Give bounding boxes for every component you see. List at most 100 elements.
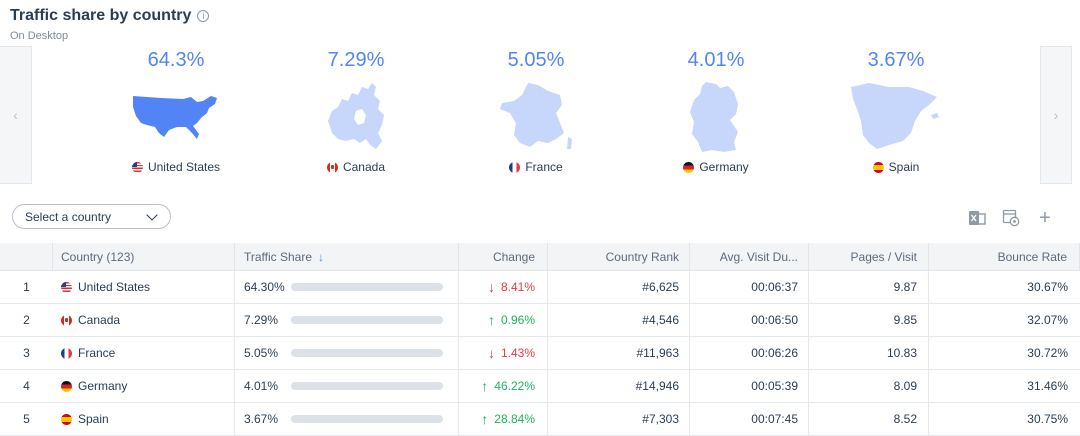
country-card-share: 3.67% (867, 49, 925, 71)
sort-desc-icon: ↓ (318, 249, 325, 264)
carousel-next-button[interactable]: › (1040, 46, 1072, 184)
row-traffic-share: 4.01% (235, 370, 459, 402)
row-index: 1 (23, 280, 30, 294)
row-traffic-share: 64.30% (235, 271, 459, 303)
row-country-rank: #6,625 (548, 271, 690, 303)
row-change-text: 0.96% (500, 313, 535, 327)
table-header-country[interactable]: Country (123) (53, 243, 235, 270)
country-card-de[interactable]: 4.01% Germany (626, 46, 806, 184)
country-card-fr[interactable]: 5.05% France (446, 46, 626, 184)
row-country[interactable]: United States (53, 271, 235, 303)
row-country-rank: #4,546 (548, 304, 690, 336)
row-pages-visit: 9.85 (809, 304, 929, 336)
row-bounce-rate: 31.46% (1027, 379, 1068, 393)
row-bounce-rate: 30.75% (1027, 412, 1068, 426)
row-index: 4 (23, 379, 30, 393)
row-share-value: 7.29% (244, 313, 279, 327)
row-country-rank: #14,946 (548, 370, 690, 402)
row-share-value: 64.30% (244, 280, 285, 294)
row-traffic-share: 5.05% (235, 337, 459, 369)
arrow-up-icon: ↑ (487, 312, 495, 328)
table-header-bounce-rate[interactable]: Bounce Rate (929, 243, 1080, 270)
us-map-shape (133, 96, 217, 139)
table-row[interactable]: 2 Canada 7.29% ↑ 0.96% #4,546 00:06:50 9.… (0, 304, 1080, 337)
row-share-bar (291, 283, 443, 291)
row-pages-visit: 10.83 (809, 337, 929, 369)
row-change: ↓ 1.43% (459, 337, 548, 369)
row-index: 5 (23, 412, 30, 426)
table-header-change[interactable]: Change (459, 243, 548, 270)
info-icon[interactable]: i (197, 10, 210, 22)
row-change: ↑ 46.22% (459, 370, 548, 402)
country-card-share: 5.05% (507, 49, 565, 71)
table-header-index (0, 243, 53, 270)
row-traffic-share: 7.29% (235, 304, 459, 336)
row-change-value: ↓ 8.41% (488, 279, 535, 295)
table-header-pages-visit[interactable]: Pages / Visit (809, 243, 929, 270)
row-traffic-share: 3.67% (235, 403, 459, 435)
country-select[interactable]: Select a country (12, 204, 171, 229)
row-change-text: 8.41% (500, 280, 535, 294)
canada-flag-icon (61, 314, 72, 326)
row-country[interactable]: Germany (53, 370, 235, 402)
widget-title-text: Traffic share by country (10, 7, 192, 24)
country-card-share: 7.29% (327, 49, 385, 71)
row-country[interactable]: Canada (53, 304, 235, 336)
row-bounce-rate: 32.07% (1027, 313, 1068, 327)
country-card-label: Germany (683, 160, 749, 174)
column-settings-icon[interactable] (1002, 209, 1020, 227)
table-row[interactable]: 4 Germany 4.01% ↑ 46.22% #14,946 00:05:39… (0, 370, 1080, 403)
country-card-us[interactable]: 64.3% United States (86, 46, 266, 184)
row-pages-visit: 8.52 (809, 403, 929, 435)
table-row[interactable]: 5 Spain 3.67% ↑ 28.84% #7,303 00:07:45 8.… (0, 403, 1080, 436)
chevron-left-icon: ‹ (13, 107, 18, 123)
france-map-icon (446, 77, 626, 157)
chevron-down-icon (146, 209, 158, 221)
row-share-bar (291, 316, 443, 324)
row-avg-visit: 00:06:26 (690, 337, 809, 369)
excel-export-icon[interactable] (968, 209, 986, 227)
row-index: 2 (23, 313, 30, 327)
country-card-name: Germany (699, 160, 749, 174)
row-change-value: ↑ 46.22% (481, 378, 535, 394)
row-pages-visit: 9.87 (809, 271, 929, 303)
row-country[interactable]: Spain (53, 403, 235, 435)
row-country-name: United States (78, 280, 151, 294)
arrow-up-icon: ↑ (481, 378, 489, 394)
country-card-label: France (509, 160, 563, 174)
germany-map-shape (690, 82, 738, 152)
country-card-es[interactable]: 3.67% Spain (806, 46, 986, 184)
country-card-name: Spain (888, 160, 920, 174)
balearic-shape (931, 113, 939, 119)
row-avg-visit: 00:06:50 (690, 304, 809, 336)
row-country[interactable]: France (53, 337, 235, 369)
canada-map-icon (266, 77, 446, 157)
arrow-down-icon: ↓ (487, 279, 495, 295)
row-share-bar (291, 349, 443, 357)
row-pages-visit: 8.09 (809, 370, 929, 402)
arrow-down-icon: ↓ (487, 345, 495, 361)
country-carousel: ‹ 64.3% United States 7.29% Canada 5.05% (0, 46, 1080, 184)
table-row[interactable]: 1 United States 64.30% ↓ 8.41% #6,625 00:… (0, 271, 1080, 304)
row-avg-visit: 00:07:45 (690, 403, 809, 435)
canada-lake-shape (354, 109, 366, 125)
add-icon[interactable]: + (1039, 206, 1051, 229)
table-header-country-rank[interactable]: Country Rank (548, 243, 690, 270)
row-index: 3 (23, 346, 30, 360)
row-change-value: ↑ 28.84% (481, 411, 535, 427)
table-row[interactable]: 3 France 5.05% ↓ 1.43% #11,963 00:06:26 1… (0, 337, 1080, 370)
row-bounce-rate: 30.67% (1027, 280, 1068, 294)
row-country-name: Spain (78, 412, 109, 426)
country-card-name: Canada (342, 160, 386, 174)
france-flag-icon (61, 347, 72, 359)
table-header-avg-visit[interactable]: Avg. Visit Du... (690, 243, 809, 270)
germany-flag-icon (683, 161, 695, 173)
country-card-name: France (525, 160, 563, 174)
carousel-prev-button[interactable]: ‹ (0, 46, 32, 184)
table-header-traffic-share[interactable]: Traffic Share ↓ (235, 243, 459, 270)
country-card-ca[interactable]: 7.29% Canada (266, 46, 446, 184)
country-card-share: 64.3% (147, 49, 205, 71)
country-card-label: Canada (326, 160, 386, 174)
row-country-rank: #7,303 (548, 403, 690, 435)
row-change-text: 46.22% (494, 379, 535, 393)
